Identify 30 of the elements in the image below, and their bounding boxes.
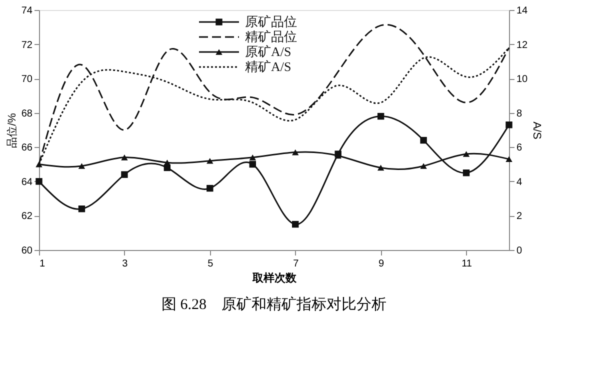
- legend-label: 原矿品位: [245, 14, 297, 29]
- y-tick-label: 66: [21, 142, 33, 154]
- x-tick-label: 1: [40, 258, 46, 270]
- y-tick-label: 62: [21, 211, 33, 222]
- y2-tick-label: 12: [516, 40, 528, 51]
- x-tick-label: 3: [122, 258, 128, 270]
- y2-tick-label: 10: [516, 74, 528, 86]
- y-tick-label: 68: [21, 108, 33, 120]
- y-tick-label: 74: [21, 6, 33, 16]
- x-axis-title: 取样次数: [252, 272, 298, 284]
- legend-label: 精矿品位: [245, 29, 297, 44]
- y2-tick-label: 8: [516, 108, 522, 120]
- y2-axis-title: A/S: [530, 122, 543, 140]
- y2-tick-label: 14: [516, 6, 528, 16]
- y-tick-label: 70: [21, 74, 33, 86]
- y-axis-title: 品位/%: [6, 112, 18, 148]
- y2-tick-label: 6: [516, 142, 522, 154]
- x-tick-label: 9: [378, 258, 385, 270]
- y-tick-label: 64: [21, 176, 33, 188]
- x-tick-label: 7: [293, 258, 300, 270]
- y2-tick-label: 2: [516, 211, 522, 222]
- y-tick-label: 60: [21, 246, 33, 256]
- text: 图 6.28 原矿和精矿指标对比分析: [162, 296, 386, 313]
- legend-label: 精矿A/S: [245, 59, 292, 74]
- legend-label: 原矿A/S: [245, 44, 292, 59]
- y2-tick-label: 4: [516, 176, 522, 188]
- y2-tick-label: 0: [516, 246, 522, 256]
- y-tick-label: 72: [21, 40, 33, 51]
- x-tick-label: 5: [208, 258, 214, 270]
- x-tick-label: 11: [462, 258, 472, 270]
